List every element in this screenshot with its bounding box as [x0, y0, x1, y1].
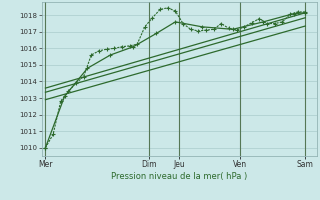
X-axis label: Pression niveau de la mer( hPa ): Pression niveau de la mer( hPa ): [111, 172, 247, 181]
